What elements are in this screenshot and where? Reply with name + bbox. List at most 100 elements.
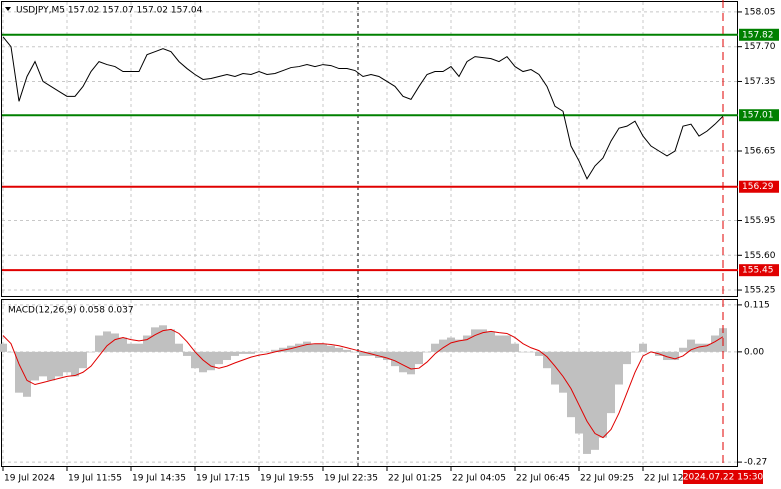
macd-bar: [23, 351, 31, 397]
macd-bar: [31, 351, 39, 381]
level-label: 157.82: [742, 30, 774, 40]
y-tick-label: 158.05: [744, 7, 776, 17]
macd-bar: [615, 351, 623, 385]
macd-bar: [183, 351, 191, 356]
macd-bar: [663, 351, 671, 361]
macd-bar: [343, 349, 351, 352]
macd-bar: [207, 351, 215, 371]
macd-bar: [375, 351, 383, 358]
price-line: [2, 36, 724, 180]
x-tick-label: 22 Jul 04:05: [452, 474, 506, 484]
x-tick-label: 19 Jul 22:35: [324, 474, 378, 484]
macd-bar: [215, 351, 223, 365]
macd-bar: [503, 335, 511, 352]
macd-bar: [71, 351, 79, 377]
macd-bar: [471, 329, 479, 352]
y-tick-label: 157.70: [744, 42, 776, 52]
macd-bar: [511, 343, 519, 352]
macd-bar: [295, 343, 303, 352]
macd-bar: [167, 329, 175, 352]
y-tick-label: 155.60: [744, 251, 776, 261]
x-tick-label: 22 Jul 09:25: [580, 474, 634, 484]
macd-bar: [327, 345, 335, 352]
macd-bar: [231, 351, 239, 356]
macd-bar: [223, 351, 231, 361]
macd-bar: [263, 351, 271, 353]
macd-panel-border: [1, 299, 738, 467]
macd-bar: [103, 331, 111, 352]
macd-bar: [519, 351, 527, 353]
macd-bar: [631, 351, 639, 353]
macd-bar: [335, 347, 343, 352]
macd-bar: [143, 335, 151, 352]
macd-bar: [679, 347, 687, 352]
macd-bar: [551, 351, 559, 385]
macd-bar: [95, 335, 103, 352]
cursor-label-bg: [683, 470, 763, 484]
level-label-bg: [739, 264, 779, 277]
y-tick-label: 157.35: [744, 77, 776, 87]
macd-bar: [415, 351, 423, 365]
macd-bar: [423, 351, 431, 353]
macd-bar: [391, 351, 399, 367]
macd-bar: [671, 351, 679, 361]
macd-signal-line: [2, 328, 724, 439]
macd-bar: [487, 331, 495, 352]
macd-bar: [135, 343, 143, 352]
macd-bar: [175, 343, 183, 352]
macd-bar: [55, 351, 63, 377]
macd-bar: [319, 343, 327, 352]
macd-bar: [191, 351, 199, 369]
macd-bar: [383, 351, 391, 361]
macd-bar: [15, 351, 23, 393]
macd-bar: [687, 339, 695, 352]
macd-bar: [479, 329, 487, 352]
macd-bar: [703, 343, 711, 352]
cursor-label: 2024.07.22 15:30: [683, 473, 764, 483]
macd-bar: [151, 327, 159, 352]
macd-bar: [127, 343, 135, 352]
macd-bar: [463, 335, 471, 352]
x-tick-label: 22 Jul 06:45: [516, 474, 570, 484]
macd-bar: [311, 343, 319, 352]
x-tick-label: 19 Jul 2024: [4, 474, 55, 484]
chart-title: USDJPY,M5 157.02 157.07 157.02 157.04: [16, 6, 203, 16]
y-tick-label: 0.115: [744, 300, 770, 310]
x-tick-label: 22 Jul 12:05: [644, 474, 698, 484]
macd-bar: [63, 351, 71, 373]
macd-bar: [199, 351, 207, 373]
macd-bar: [591, 351, 599, 450]
macd-bar: [607, 351, 615, 414]
macd-bar: [495, 335, 503, 352]
x-tick-label: 19 Jul 11:55: [68, 474, 122, 484]
y-tick-label: -0.27: [744, 458, 767, 468]
macd-bar: [47, 351, 55, 381]
macd-bar: [303, 341, 311, 352]
x-tick-label: 19 Jul 17:15: [196, 474, 250, 484]
macd-bar: [351, 351, 359, 353]
macd-bar: [271, 349, 279, 352]
macd-bar: [431, 343, 439, 352]
macd-bar: [111, 333, 119, 352]
macd-bar: [567, 351, 575, 418]
price-panel-border: [1, 1, 738, 297]
macd-bar: [7, 351, 15, 353]
macd-bar: [407, 351, 415, 375]
x-tick-label: 19 Jul 19:55: [260, 474, 314, 484]
macd-bar: [599, 351, 607, 438]
macd-bar: [439, 339, 447, 352]
macd-bar: [623, 351, 631, 365]
macd-bar: [239, 351, 247, 354]
level-label-bg: [739, 109, 779, 122]
macd-bar: [695, 343, 703, 352]
macd-bar: [359, 351, 367, 356]
macd-bar: [39, 351, 47, 377]
y-tick-label: 156.65: [744, 146, 776, 156]
y-tick-label: 155.25: [744, 286, 776, 296]
macd-bar: [119, 337, 127, 352]
level-label-bg: [739, 28, 779, 41]
macd-bar: [255, 351, 263, 353]
macd-bar: [575, 351, 583, 434]
